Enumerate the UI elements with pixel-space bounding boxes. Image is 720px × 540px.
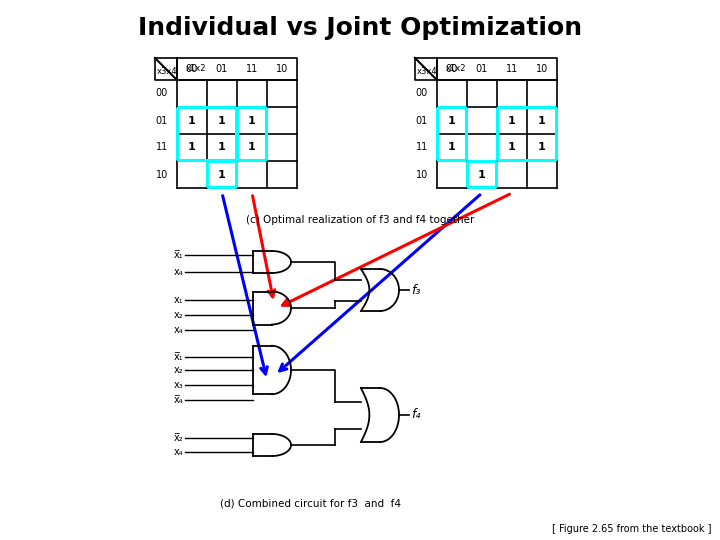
- Text: 1: 1: [448, 116, 456, 125]
- Text: 1: 1: [538, 143, 546, 152]
- Text: (d) Combined circuit for f3  and  f4: (d) Combined circuit for f3 and f4: [220, 498, 400, 508]
- Text: x̅₄: x̅₄: [174, 395, 183, 405]
- Text: 10: 10: [276, 64, 288, 74]
- Text: x3x4: x3x4: [417, 67, 438, 76]
- Text: 10: 10: [156, 170, 168, 179]
- Text: 1: 1: [218, 143, 226, 152]
- Text: 11: 11: [156, 143, 168, 152]
- Text: x3x4: x3x4: [157, 67, 178, 76]
- Text: x₂: x₂: [174, 365, 183, 375]
- Text: 1: 1: [218, 116, 226, 125]
- Text: x₂: x₂: [174, 310, 183, 320]
- Text: 10: 10: [536, 64, 548, 74]
- Text: Individual vs Joint Optimization: Individual vs Joint Optimization: [138, 16, 582, 40]
- Text: 00: 00: [446, 64, 458, 74]
- Text: x₁: x₁: [174, 295, 183, 305]
- Text: (c) Optimal realization of f3 and f4 together: (c) Optimal realization of f3 and f4 tog…: [246, 215, 474, 225]
- Text: 00: 00: [156, 89, 168, 98]
- Text: 01: 01: [476, 64, 488, 74]
- Text: 00: 00: [415, 89, 428, 98]
- Text: 11: 11: [506, 64, 518, 74]
- Text: 1: 1: [218, 170, 226, 179]
- Text: 11: 11: [415, 143, 428, 152]
- Text: [ Figure 2.65 from the textbook ]: [ Figure 2.65 from the textbook ]: [552, 524, 712, 534]
- Text: x₄: x₄: [174, 267, 183, 277]
- Text: x̅₁: x̅₁: [174, 250, 183, 260]
- Text: x₄: x₄: [174, 325, 183, 335]
- Text: 11: 11: [246, 64, 258, 74]
- Text: x₄: x₄: [174, 447, 183, 457]
- Text: 01: 01: [156, 116, 168, 125]
- Text: 00: 00: [186, 64, 198, 74]
- Text: x1x2: x1x2: [446, 64, 467, 73]
- Text: f₄: f₄: [411, 408, 420, 422]
- Text: x̅₁: x̅₁: [174, 352, 183, 362]
- Text: x̅₂: x̅₂: [174, 433, 183, 443]
- Text: x1x2: x1x2: [186, 64, 207, 73]
- Text: 1: 1: [508, 143, 516, 152]
- Text: x₃: x₃: [174, 380, 183, 390]
- Text: f₃: f₃: [411, 284, 420, 296]
- Text: 1: 1: [538, 116, 546, 125]
- Text: 1: 1: [478, 170, 486, 179]
- Text: 1: 1: [448, 143, 456, 152]
- Text: 1: 1: [248, 116, 256, 125]
- Text: 1: 1: [188, 116, 196, 125]
- Text: 1: 1: [188, 143, 196, 152]
- Text: 10: 10: [415, 170, 428, 179]
- Text: 1: 1: [248, 143, 256, 152]
- Text: 01: 01: [216, 64, 228, 74]
- Text: 1: 1: [508, 116, 516, 125]
- Text: 01: 01: [415, 116, 428, 125]
